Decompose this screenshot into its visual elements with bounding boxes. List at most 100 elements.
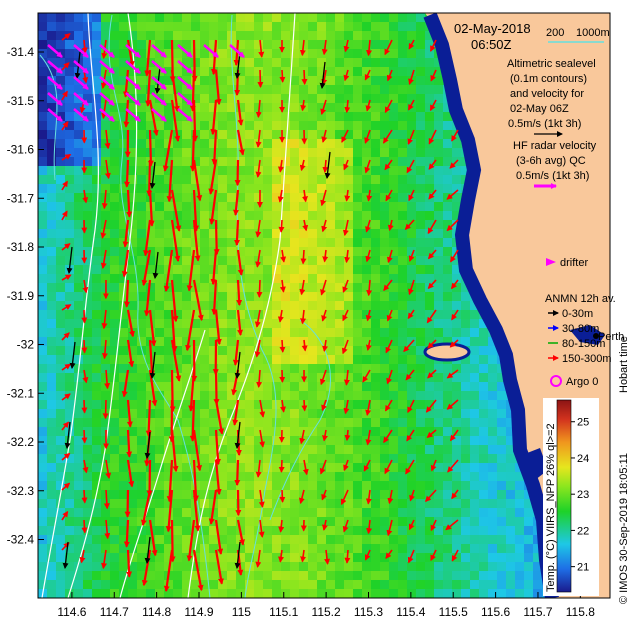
velocity-arrow <box>61 90 68 101</box>
velocity-arrow <box>146 459 153 497</box>
velocity-arrow <box>211 129 218 166</box>
velocity-arrow <box>320 279 327 296</box>
velocity-arrow <box>366 519 373 535</box>
colorbar-title: Temp. (°C) VIIRS_NPP 26% ql>=2 <box>545 423 557 592</box>
velocity-arrow <box>61 33 71 41</box>
velocity-arrow <box>236 279 243 306</box>
velocity-arrow <box>321 399 327 412</box>
hf-radar-arrow <box>151 92 167 106</box>
velocity-arrow <box>236 519 245 546</box>
velocity-arrow <box>170 339 182 382</box>
velocity-arrow <box>446 189 459 200</box>
velocity-arrow <box>213 219 220 256</box>
altimetric-legend: Altimetric sealevel (0.1m contours) and … <box>507 58 596 137</box>
velocity-arrow <box>428 159 437 170</box>
hf-radar-arrow <box>203 44 219 58</box>
hf-radar-arrow <box>47 92 63 106</box>
velocity-arrow <box>344 189 351 202</box>
velocity-arrow <box>166 459 174 503</box>
velocity-arrow <box>321 39 328 56</box>
velocity-arrow <box>301 399 308 412</box>
velocity-arrow <box>365 339 372 351</box>
velocity-arrow <box>405 459 415 475</box>
velocity-arrow <box>192 429 203 472</box>
velocity-arrow <box>344 99 351 114</box>
anmn-title: ANMN 12h av. <box>545 293 616 305</box>
velocity-arrow <box>301 339 308 352</box>
velocity-arrow <box>82 189 89 204</box>
velocity-arrow <box>408 189 415 202</box>
velocity-arrow <box>192 159 203 202</box>
velocity-arrow <box>148 99 159 137</box>
hf-radar-arrow <box>47 60 63 74</box>
y-tick-label: -31.9 <box>7 289 35 303</box>
velocity-arrow <box>387 219 394 232</box>
velocity-arrow <box>143 219 152 257</box>
x-tick-label: 115.7 <box>523 605 552 619</box>
velocity-arrow <box>427 219 437 235</box>
velocity-arrow <box>446 399 459 410</box>
velocity-arrow <box>451 489 459 500</box>
velocity-arrow <box>278 549 284 563</box>
colorbar-tick-label: 25 <box>577 417 589 429</box>
velocity-arrow <box>186 249 196 292</box>
scale-200: 200 <box>546 27 564 39</box>
velocity-arrow <box>407 309 415 320</box>
hf-radar-arrow <box>177 92 193 106</box>
anmn-arrow <box>144 536 151 564</box>
hf-radar-arrow <box>177 60 193 74</box>
hf-radar-arrow <box>125 44 141 58</box>
y-tick-label: -31.5 <box>7 94 35 108</box>
velocity-arrow <box>192 219 201 262</box>
velocity-arrow <box>425 399 437 413</box>
velocity-arrow <box>321 219 328 233</box>
velocity-arrow <box>405 369 415 381</box>
velocity-arrow <box>236 99 244 126</box>
hf-radar-arrow <box>99 92 115 106</box>
velocity-arrow <box>192 279 204 322</box>
velocity-arrow <box>101 99 108 120</box>
velocity-arrow <box>321 309 327 322</box>
hf-radar-arrow <box>125 108 141 122</box>
velocity-arrow <box>61 153 72 161</box>
velocity-arrow <box>386 519 393 537</box>
velocity-arrow <box>141 249 152 287</box>
velocity-arrow <box>451 549 459 562</box>
x-tick-label: 115.5 <box>439 605 468 619</box>
velocity-arrow <box>232 399 240 426</box>
hf-radar-arrow <box>73 108 89 122</box>
velocity-arrow <box>255 99 262 118</box>
hf-radar-arrow <box>47 44 63 58</box>
velocity-arrow <box>148 309 157 347</box>
velocity-arrow <box>278 519 285 533</box>
velocity-arrow <box>384 159 393 171</box>
velocity-arrow <box>404 219 415 231</box>
velocity-arrow <box>384 99 393 114</box>
hf-radar-arrow <box>47 76 63 90</box>
velocity-arrow <box>430 69 437 82</box>
velocity-arrow <box>322 519 328 531</box>
hf-radar-arrows <box>47 44 245 122</box>
velocity-arrow <box>386 69 393 82</box>
anmn-item-1: 30-80m <box>562 323 599 335</box>
velocity-arrow <box>148 339 155 377</box>
x-tick-label: 115.2 <box>312 605 341 619</box>
velocity-arrow <box>425 489 437 503</box>
velocity-arrow <box>234 159 241 187</box>
velocity-arrow <box>126 549 133 578</box>
velocity-arrow <box>363 459 371 472</box>
velocity-arrow <box>445 519 459 531</box>
velocity-arrow <box>104 519 111 540</box>
hf-radar-arrow <box>99 76 115 90</box>
velocity-arrow <box>104 369 111 390</box>
anmn-arrow <box>324 151 331 179</box>
velocity-arrow <box>407 129 415 145</box>
x-tick-label: 114.9 <box>184 605 213 619</box>
coastline <box>423 13 559 598</box>
y-tick-label: -31.7 <box>7 191 35 205</box>
velocity-arrow <box>81 519 88 534</box>
velocity-arrow <box>258 489 265 508</box>
velocity-arrow <box>61 510 69 521</box>
velocity-arrow <box>189 129 196 172</box>
